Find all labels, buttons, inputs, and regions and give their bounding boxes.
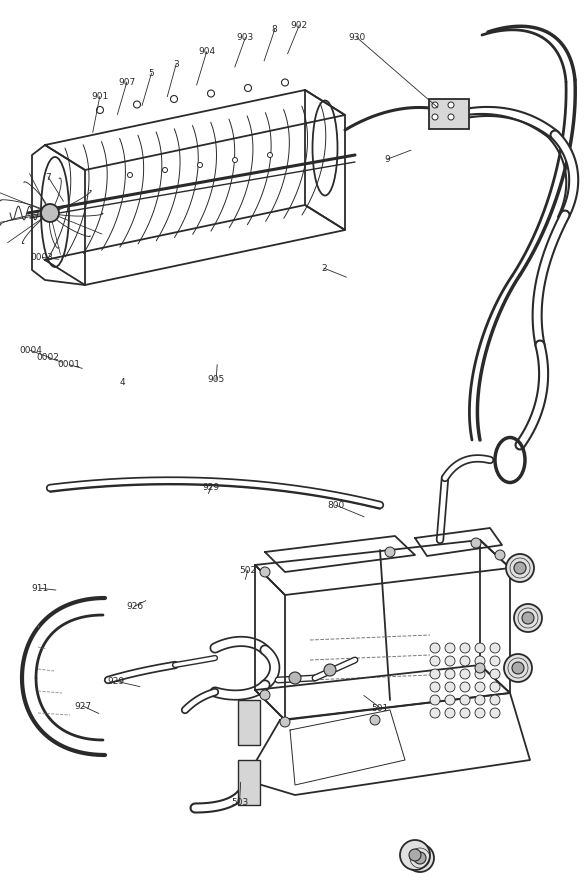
Text: 905: 905 bbox=[207, 375, 225, 384]
FancyBboxPatch shape bbox=[238, 700, 260, 745]
Text: 926: 926 bbox=[126, 602, 144, 611]
Circle shape bbox=[460, 695, 470, 705]
Circle shape bbox=[475, 663, 485, 673]
Circle shape bbox=[430, 695, 440, 705]
Text: 929: 929 bbox=[107, 677, 125, 686]
Circle shape bbox=[514, 562, 526, 574]
Text: 903: 903 bbox=[237, 33, 254, 42]
Circle shape bbox=[495, 550, 505, 560]
Circle shape bbox=[471, 538, 481, 548]
Circle shape bbox=[406, 844, 434, 872]
Circle shape bbox=[170, 96, 177, 103]
Circle shape bbox=[289, 672, 301, 684]
Circle shape bbox=[430, 669, 440, 679]
Text: 930: 930 bbox=[348, 33, 366, 42]
Text: 4: 4 bbox=[119, 378, 125, 387]
Text: 7: 7 bbox=[45, 173, 51, 181]
Circle shape bbox=[490, 643, 500, 653]
Circle shape bbox=[385, 547, 395, 557]
Circle shape bbox=[522, 612, 534, 624]
Circle shape bbox=[133, 101, 140, 108]
Circle shape bbox=[448, 114, 454, 120]
Text: 9: 9 bbox=[384, 155, 390, 164]
Circle shape bbox=[460, 669, 470, 679]
Circle shape bbox=[460, 708, 470, 718]
Circle shape bbox=[475, 669, 485, 679]
FancyBboxPatch shape bbox=[429, 99, 469, 129]
Circle shape bbox=[370, 715, 380, 725]
Circle shape bbox=[475, 695, 485, 705]
Text: 902: 902 bbox=[291, 21, 308, 30]
Circle shape bbox=[506, 554, 534, 582]
Circle shape bbox=[490, 656, 500, 666]
Circle shape bbox=[430, 682, 440, 692]
Circle shape bbox=[96, 106, 103, 114]
Circle shape bbox=[445, 695, 455, 705]
Circle shape bbox=[460, 656, 470, 666]
Circle shape bbox=[409, 849, 421, 861]
Text: 927: 927 bbox=[75, 702, 92, 711]
Text: 3: 3 bbox=[173, 60, 179, 69]
Circle shape bbox=[490, 682, 500, 692]
Circle shape bbox=[430, 643, 440, 653]
Text: 904: 904 bbox=[198, 47, 215, 56]
Circle shape bbox=[430, 656, 440, 666]
Circle shape bbox=[268, 153, 272, 157]
Circle shape bbox=[448, 102, 454, 108]
Text: 502: 502 bbox=[239, 566, 257, 575]
Text: 929: 929 bbox=[203, 483, 220, 492]
Circle shape bbox=[432, 114, 438, 120]
Circle shape bbox=[445, 643, 455, 653]
Circle shape bbox=[245, 85, 251, 91]
Text: 0002: 0002 bbox=[37, 353, 59, 362]
Circle shape bbox=[445, 708, 455, 718]
Circle shape bbox=[260, 567, 270, 577]
Circle shape bbox=[324, 664, 336, 676]
Circle shape bbox=[460, 682, 470, 692]
Text: 5: 5 bbox=[149, 69, 154, 78]
Circle shape bbox=[260, 690, 270, 700]
Circle shape bbox=[207, 90, 214, 97]
Text: 0004: 0004 bbox=[19, 346, 42, 355]
Text: 907: 907 bbox=[118, 78, 136, 87]
Circle shape bbox=[490, 669, 500, 679]
Circle shape bbox=[514, 604, 542, 632]
Text: 8: 8 bbox=[272, 25, 278, 34]
Circle shape bbox=[280, 717, 290, 727]
Circle shape bbox=[512, 662, 524, 674]
Circle shape bbox=[504, 654, 532, 682]
Circle shape bbox=[282, 79, 288, 86]
Text: 911: 911 bbox=[31, 584, 49, 593]
Circle shape bbox=[400, 840, 430, 870]
Circle shape bbox=[197, 163, 203, 167]
Circle shape bbox=[232, 157, 238, 163]
Circle shape bbox=[475, 682, 485, 692]
Text: 501: 501 bbox=[372, 704, 389, 713]
Circle shape bbox=[475, 656, 485, 666]
Circle shape bbox=[432, 102, 438, 108]
FancyBboxPatch shape bbox=[238, 760, 260, 805]
Text: 800: 800 bbox=[327, 501, 345, 510]
Circle shape bbox=[414, 852, 426, 864]
Text: 901: 901 bbox=[91, 92, 109, 101]
Circle shape bbox=[475, 643, 485, 653]
Circle shape bbox=[475, 708, 485, 718]
Circle shape bbox=[490, 708, 500, 718]
Circle shape bbox=[430, 708, 440, 718]
Text: 503: 503 bbox=[231, 798, 248, 807]
Text: 0001: 0001 bbox=[58, 360, 81, 369]
Circle shape bbox=[445, 656, 455, 666]
Circle shape bbox=[490, 695, 500, 705]
Circle shape bbox=[460, 643, 470, 653]
Text: 2: 2 bbox=[321, 264, 327, 273]
Text: 0003: 0003 bbox=[31, 253, 54, 262]
Circle shape bbox=[163, 167, 167, 173]
Circle shape bbox=[127, 173, 133, 178]
Circle shape bbox=[445, 669, 455, 679]
Circle shape bbox=[41, 204, 59, 222]
Circle shape bbox=[445, 682, 455, 692]
